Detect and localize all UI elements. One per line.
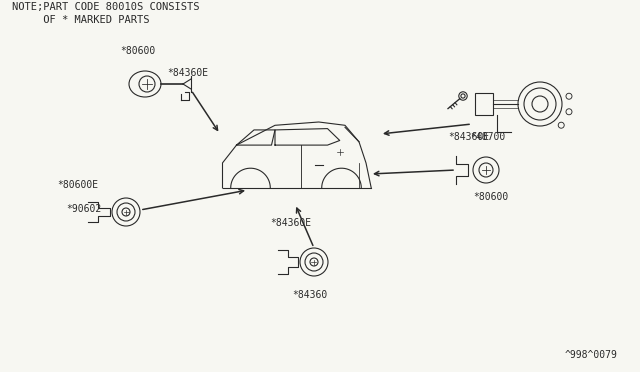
Text: *90602: *90602: [66, 204, 101, 214]
Text: OF * MARKED PARTS: OF * MARKED PARTS: [12, 15, 150, 25]
Text: *84360: *84360: [292, 290, 327, 300]
Bar: [475, 93, 493, 115]
Text: *84360E: *84360E: [167, 68, 208, 78]
Text: ^998^0079: ^998^0079: [565, 350, 618, 360]
Text: *48700: *48700: [470, 132, 505, 142]
Text: *84360E: *84360E: [448, 132, 489, 142]
Text: *84360E: *84360E: [270, 218, 311, 228]
Text: *80600E: *80600E: [57, 180, 98, 190]
Text: *80600: *80600: [120, 46, 156, 56]
Text: *80600: *80600: [473, 192, 508, 202]
Text: NOTE;PART CODE 80010S CONSISTS: NOTE;PART CODE 80010S CONSISTS: [12, 2, 200, 12]
